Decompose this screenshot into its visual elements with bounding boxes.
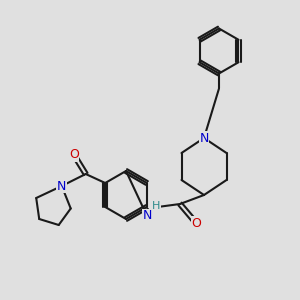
Text: N: N	[57, 179, 66, 193]
Text: N: N	[199, 131, 209, 145]
Text: H: H	[152, 201, 160, 212]
Text: N: N	[142, 209, 152, 223]
Text: O: O	[192, 217, 201, 230]
Text: O: O	[69, 148, 79, 161]
